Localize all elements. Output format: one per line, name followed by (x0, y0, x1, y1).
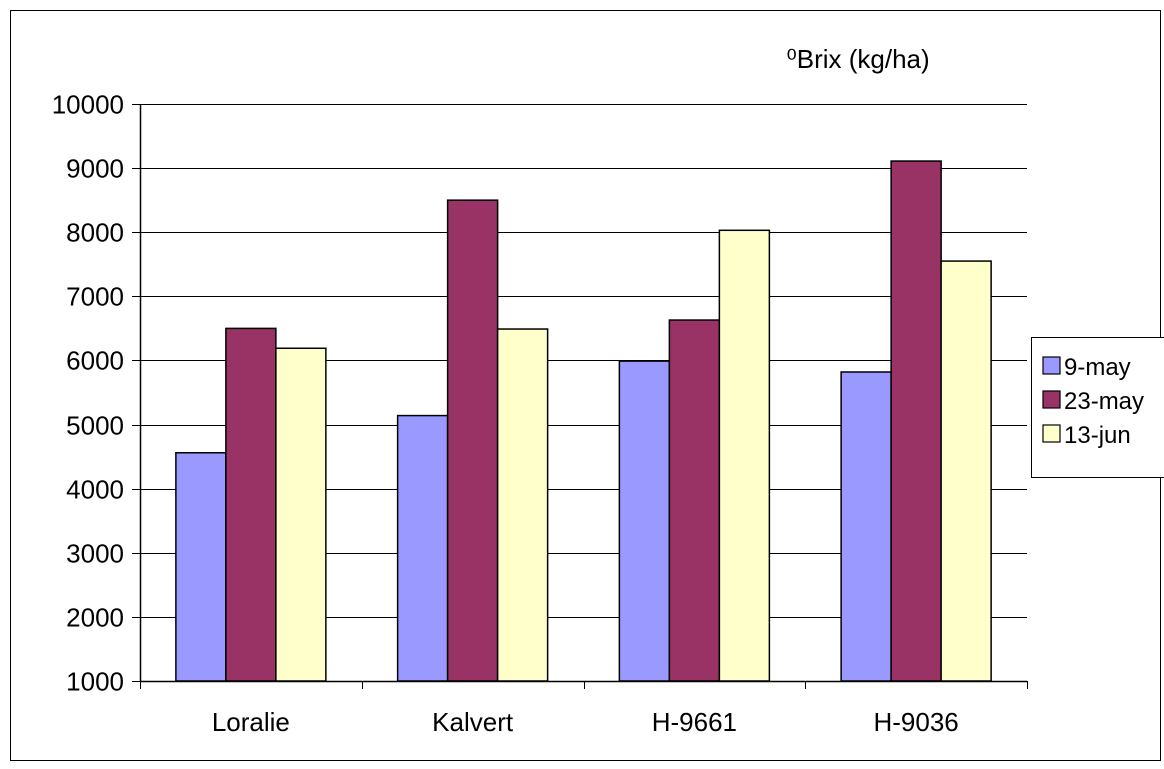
x-category-label: H-9036 (873, 707, 958, 737)
bar-9-may (841, 372, 891, 681)
x-category-label: Loralie (212, 707, 290, 737)
bar-23-may (891, 161, 941, 681)
bar-9-may (176, 453, 226, 681)
legend-label: 9-may (1064, 354, 1131, 381)
bar-13-jun (941, 261, 991, 681)
bar-23-may (226, 328, 276, 681)
y-tick-label: 7000 (66, 282, 124, 312)
chart-title: ⁰Brix (kg/ha) (786, 44, 929, 74)
legend-swatch (1043, 391, 1060, 408)
y-tick-label: 6000 (66, 346, 124, 376)
legend-swatch (1043, 357, 1060, 374)
y-tick-label: 10000 (52, 90, 124, 120)
bar-13-jun (719, 230, 769, 681)
y-tick-label: 1000 (66, 667, 124, 697)
bar-13-jun (276, 348, 326, 681)
bar-23-may (669, 320, 719, 681)
x-category-label: Kalvert (432, 707, 514, 737)
x-category-label: H-9661 (652, 707, 737, 737)
legend-swatch (1043, 425, 1060, 442)
y-tick-label: 5000 (66, 411, 124, 441)
y-tick-label: 3000 (66, 539, 124, 569)
y-tick-label: 4000 (66, 475, 124, 505)
legend: 9-may 23-may 13-jun (1032, 338, 1164, 478)
y-tick-label: 9000 (66, 154, 124, 184)
bar-23-may (448, 200, 498, 681)
bar-13-jun (498, 329, 548, 681)
bar-9-may (619, 361, 669, 681)
y-tick-label: 8000 (66, 218, 124, 248)
legend-label: 23-may (1064, 388, 1144, 415)
bar-9-may (398, 416, 448, 681)
y-tick-label: 2000 (66, 603, 124, 633)
legend-label: 13-jun (1064, 422, 1131, 449)
